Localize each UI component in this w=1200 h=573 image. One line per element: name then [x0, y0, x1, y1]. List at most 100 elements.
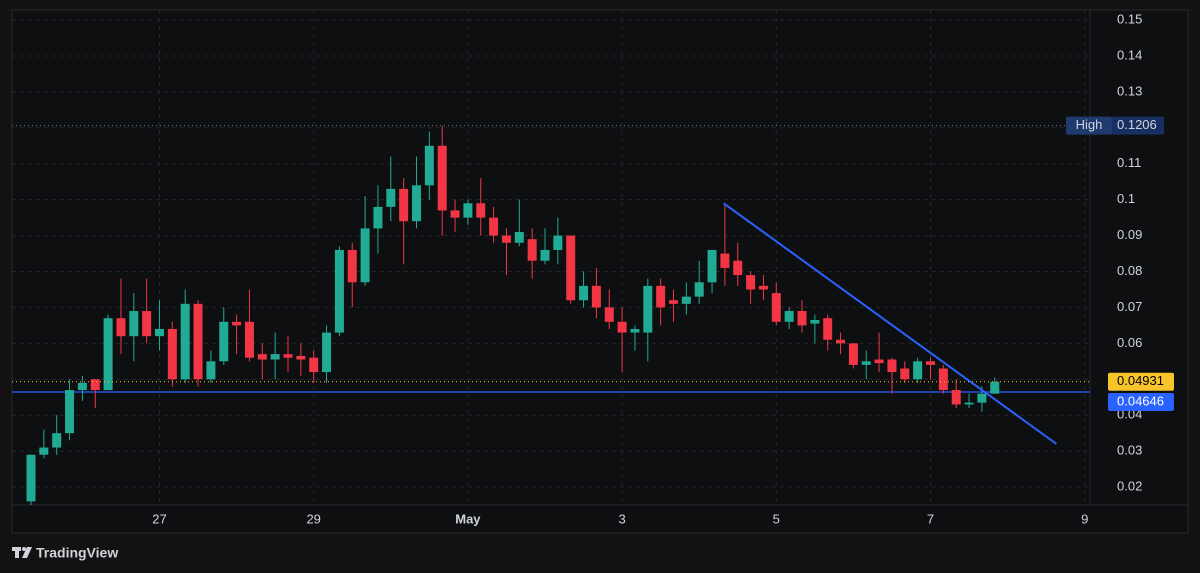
x-tick-label: 29 [306, 511, 320, 526]
candle-body [900, 368, 910, 380]
candle-body [334, 249, 344, 333]
candle-body [90, 379, 100, 391]
candle-body [977, 393, 987, 403]
candle-body [296, 355, 306, 360]
y-tick-label: 0.03 [1117, 443, 1142, 458]
candle-body [386, 188, 396, 207]
candle-body [270, 354, 280, 360]
x-tick-label: 7 [927, 511, 934, 526]
candle-body [784, 311, 794, 322]
candle-body [206, 361, 216, 380]
x-tick-label: May [455, 511, 481, 526]
candle-body [579, 285, 589, 301]
candle-body [861, 361, 871, 365]
candle-body [964, 402, 974, 405]
candle-body [527, 239, 537, 261]
candle-body [167, 328, 177, 380]
candle-body [77, 382, 87, 391]
y-tick-label: 0.11 [1117, 155, 1141, 170]
high-value: 0.1206 [1117, 117, 1157, 132]
candle-body [951, 390, 961, 405]
candle-body [938, 368, 948, 391]
candle-body [501, 235, 511, 243]
brand-logo [12, 547, 32, 558]
candle-body [926, 361, 935, 365]
candle-body [643, 285, 653, 333]
candle-body [836, 339, 846, 344]
brand: TradingView [36, 545, 118, 561]
candle-body [232, 321, 242, 326]
candle-body [591, 285, 601, 308]
candle-body [39, 447, 49, 455]
candle-body [823, 318, 833, 340]
candle-body [219, 321, 229, 362]
candle-body [489, 217, 499, 236]
candle-body [887, 359, 897, 373]
candle-body [142, 311, 152, 337]
y-tick-label: 0.1 [1117, 191, 1135, 206]
x-tick-label: 3 [618, 511, 625, 526]
y-tick-label: 0.02 [1117, 478, 1142, 493]
y-tick-label: 0.15 [1117, 11, 1142, 26]
candle-body [52, 433, 62, 448]
candle-body [450, 210, 460, 218]
candle-body [360, 228, 370, 283]
candle-body [26, 454, 36, 502]
candle-body [322, 332, 332, 373]
candle-body [424, 145, 434, 186]
candle-body [604, 307, 614, 322]
high-value-box [1112, 116, 1164, 135]
hline-label: 0.04646 [1117, 393, 1164, 408]
y-tick-label: 0.09 [1117, 227, 1142, 242]
high-label: High [1076, 117, 1103, 132]
candle-body [193, 303, 203, 380]
trendline [723, 202, 1058, 445]
candle-body [669, 300, 678, 304]
candle-body [116, 318, 126, 337]
hline-label-box [1108, 392, 1174, 411]
y-tick-label: 0.06 [1117, 335, 1142, 350]
candle-body [412, 185, 421, 222]
y-tick-label: 0.08 [1117, 263, 1142, 278]
price-label: 0.04931 [1117, 373, 1164, 388]
candle-body [155, 328, 164, 337]
candle-body [746, 275, 756, 290]
price-label-box [1108, 372, 1174, 391]
candle-body [913, 361, 923, 380]
x-tick-label: 9 [1081, 511, 1088, 526]
candle-body [720, 253, 730, 268]
candle-body [656, 285, 666, 308]
candle-body [65, 390, 75, 434]
candle-body [103, 318, 113, 391]
y-tick-label: 0.07 [1117, 299, 1142, 314]
high-label-box [1066, 116, 1112, 135]
candle-body [540, 249, 550, 261]
candle-body [681, 296, 691, 304]
candle-body [874, 359, 884, 364]
x-tick-label: 5 [773, 511, 780, 526]
x-tick-label: 27 [152, 511, 166, 526]
candle-body [257, 354, 267, 360]
candle-body [373, 206, 383, 229]
candle-body [347, 249, 357, 283]
candle-body [566, 235, 576, 301]
candle-body [437, 145, 447, 211]
y-tick-label: 0.13 [1117, 83, 1142, 98]
candle-body [309, 357, 319, 373]
candle-body [733, 260, 743, 276]
candle-body [797, 311, 807, 326]
candle-body [848, 343, 858, 365]
candle-body [399, 188, 409, 222]
candle-body [694, 282, 704, 297]
candle-body [771, 293, 781, 322]
candle-body [553, 235, 563, 250]
candle-body [990, 381, 1000, 394]
y-tick-label: 0.14 [1117, 47, 1142, 62]
candle-body [476, 203, 486, 218]
candle-body [630, 328, 640, 333]
candle-body [810, 320, 820, 324]
candle-body [283, 354, 293, 358]
candle-body [129, 311, 139, 337]
